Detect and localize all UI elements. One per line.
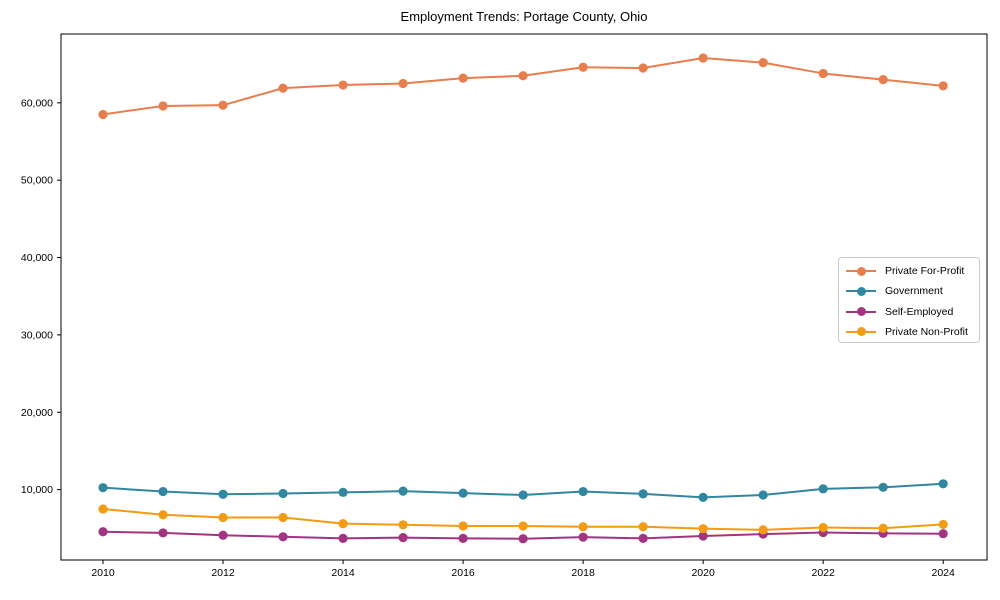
data-point-marker	[398, 78, 408, 89]
y-tick-label: 30,000	[21, 329, 53, 341]
data-point-marker	[818, 484, 828, 494]
series-line-private-for-profit	[102, 56, 944, 116]
legend-dot-icon	[856, 327, 866, 337]
data-point-marker	[638, 533, 648, 543]
data-point-marker	[638, 522, 648, 532]
data-point-marker	[98, 504, 108, 514]
data-point-marker	[98, 527, 108, 537]
data-point-marker	[278, 532, 288, 542]
data-point-marker	[698, 531, 708, 541]
x-tick-label: 2016	[451, 567, 475, 579]
data-point-marker	[638, 489, 648, 499]
data-point-marker	[758, 525, 768, 535]
data-point-marker	[218, 512, 228, 523]
data-point-marker	[398, 532, 408, 543]
data-point-marker	[338, 533, 348, 543]
legend-item-government: Government	[846, 281, 979, 301]
data-point-marker	[518, 490, 528, 500]
y-tick-label: 50,000	[21, 175, 53, 187]
axes-frame	[60, 33, 988, 561]
data-point-marker	[638, 63, 648, 73]
data-point-marker	[218, 100, 228, 110]
data-point-marker	[278, 83, 288, 93]
data-point-marker	[278, 488, 288, 499]
data-point-marker	[158, 101, 168, 111]
legend-label: Private For-Profit	[885, 265, 965, 278]
data-point-marker	[938, 529, 948, 539]
legend: Private For-Profit Government Self-Employe…	[838, 257, 980, 343]
x-tick-label: 2014	[331, 567, 355, 579]
x-tick-label: 2024	[932, 567, 956, 579]
data-point-marker	[98, 483, 108, 493]
x-tick-label: 2020	[691, 567, 715, 579]
legend-label: Self-Employed	[885, 305, 954, 318]
data-point-marker	[398, 486, 408, 496]
data-point-marker	[338, 487, 348, 497]
data-point-marker	[458, 533, 468, 543]
y-tick-label: 40,000	[21, 252, 53, 264]
data-point-marker	[578, 522, 588, 532]
x-tick-label: 2012	[211, 567, 235, 579]
data-point-marker	[818, 522, 828, 533]
data-point-marker	[878, 482, 888, 492]
legend-item-private-for-profit: Private For-Profit	[846, 261, 979, 281]
data-point-marker	[758, 58, 768, 68]
data-point-marker	[578, 62, 588, 72]
data-point-marker	[698, 492, 708, 502]
legend-line-marker-icon	[846, 286, 876, 296]
data-point-marker	[458, 521, 468, 531]
legend-line-marker-icon	[846, 266, 876, 276]
data-point-marker	[98, 109, 108, 120]
legend-line-marker-icon	[846, 307, 876, 317]
y-tick-label: 20,000	[21, 407, 53, 419]
data-point-marker	[158, 486, 168, 497]
legend-label: Government	[885, 285, 943, 298]
data-point-marker	[938, 519, 948, 530]
legend-item-private-non-profit: Private Non-Profit	[846, 322, 979, 342]
legend-dot-icon	[856, 286, 866, 296]
data-point-marker	[878, 75, 888, 85]
data-point-marker	[578, 486, 588, 497]
data-point-marker	[218, 530, 228, 540]
data-point-marker	[278, 512, 288, 523]
legend-line-marker-icon	[846, 327, 876, 337]
data-point-marker	[458, 488, 468, 498]
data-point-marker	[158, 528, 168, 538]
data-point-marker	[518, 521, 528, 531]
x-tick-label: 2022	[811, 567, 835, 579]
chart-title: Employment Trends: Portage County, Ohio	[400, 9, 648, 24]
legend-dot-icon	[856, 266, 866, 276]
data-point-marker	[338, 519, 348, 529]
y-tick-label: 60,000	[21, 97, 53, 109]
legend-item-self-employed: Self-Employed	[846, 302, 979, 322]
legend-dot-icon	[856, 307, 866, 317]
data-point-marker	[818, 68, 828, 79]
data-point-marker	[758, 490, 768, 500]
data-point-marker	[218, 489, 228, 499]
x-tick-label: 2010	[91, 567, 115, 579]
data-point-marker	[158, 510, 168, 520]
data-point-marker	[398, 520, 408, 530]
data-point-marker	[518, 71, 528, 81]
data-point-marker	[578, 532, 588, 542]
legend-label: Private Non-Profit	[885, 325, 968, 338]
data-point-marker	[698, 524, 708, 534]
data-point-marker	[518, 534, 528, 544]
data-point-marker	[938, 479, 948, 489]
data-point-marker	[338, 80, 348, 90]
x-tick-label: 2018	[571, 567, 595, 579]
data-point-marker	[878, 523, 888, 533]
data-point-marker	[938, 81, 948, 91]
data-point-marker	[698, 53, 708, 63]
y-tick-label: 10,000	[21, 484, 53, 496]
data-point-marker	[458, 73, 468, 83]
